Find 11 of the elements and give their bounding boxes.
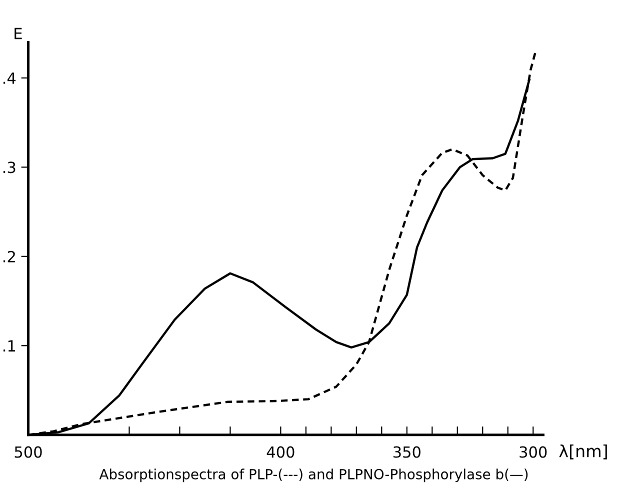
- y-axis-title: E: [14, 28, 22, 40]
- x-tick-label: 350: [393, 446, 420, 458]
- x-tick-label: 300: [520, 446, 547, 458]
- text: Absorptionspectra of PLP-(---) and PLPNO-Phosphorylase b(—): [99, 468, 528, 482]
- y-tick-label: .3: [4, 162, 16, 174]
- y-tick-label: .1: [4, 340, 16, 352]
- x-axis-title: λ[nm]: [559, 444, 607, 460]
- x-tick-label: 400: [266, 446, 294, 458]
- y-tick-label: .4: [4, 72, 16, 84]
- y-tick-label: .2: [4, 250, 15, 262]
- x-tick-label: 500: [14, 446, 42, 458]
